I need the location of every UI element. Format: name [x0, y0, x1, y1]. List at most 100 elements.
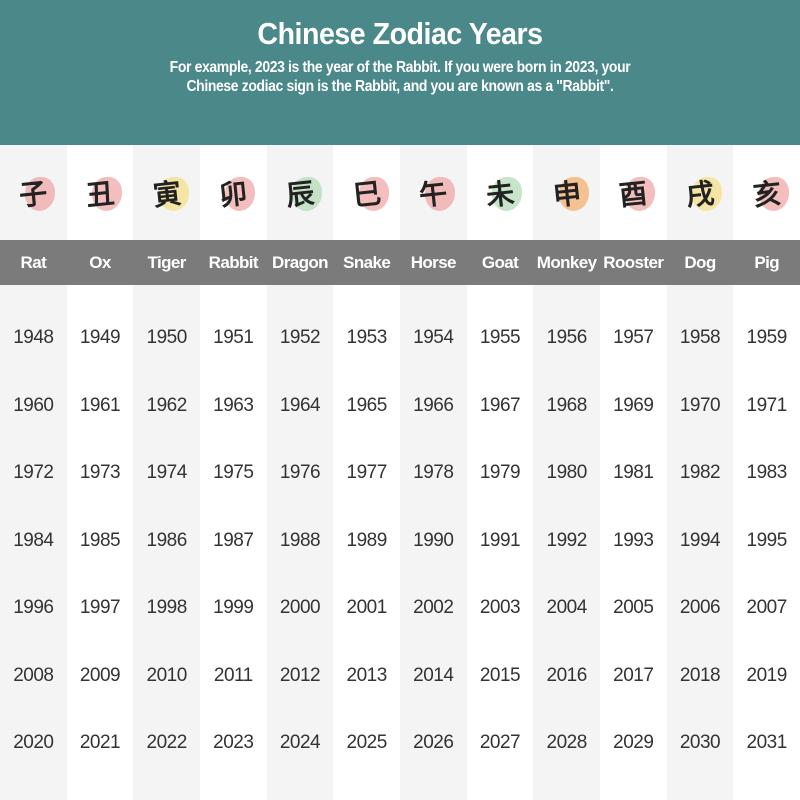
year-cell: 2005: [613, 597, 654, 618]
year-cell: 1988: [279, 529, 321, 551]
zodiac-glyph: 戌: [684, 176, 716, 212]
year-cell: 2024: [279, 732, 321, 753]
year-cell: 1948: [13, 327, 54, 348]
accent-blob: [491, 177, 522, 211]
rat-icon: 子: [0, 145, 67, 240]
year-cell: 1956: [546, 327, 588, 348]
sign-name-horse: Horse: [410, 253, 457, 272]
year-cell: 2022: [146, 732, 188, 753]
year-cell: 1957: [613, 327, 654, 348]
year-list: 1949 1961 1973 1985 1997 2009 2021: [67, 315, 134, 788]
dragon-icon: 辰: [267, 145, 334, 240]
sign-name-dragon: Dragon: [272, 253, 329, 272]
year-cell: 1975: [213, 462, 254, 483]
year-cell: 1981: [613, 462, 654, 483]
year-cell: 2010: [146, 664, 188, 686]
year-cell: 1951: [213, 327, 254, 348]
zodiac-glyph: 卯: [217, 176, 250, 212]
year-cell: 1983: [746, 462, 788, 483]
year-cell: 2016: [546, 664, 588, 686]
page-title: Chinese Zodiac Years: [257, 16, 543, 51]
year-list: 1958 1970 1982 1994 2006 2018 2030: [667, 315, 734, 788]
year-cell: 1966: [413, 394, 454, 416]
sign-name-monkey: Monkey: [536, 253, 597, 272]
year-cell: 2028: [546, 732, 588, 753]
year-cell: 2017: [613, 664, 654, 686]
accent-blob: [558, 177, 589, 211]
year-cell: 2021: [79, 732, 121, 753]
goat-icon: 未: [467, 145, 534, 240]
year-cell: 1971: [746, 394, 788, 416]
year-cell: 1963: [213, 394, 254, 416]
zodiac-glyph: 亥: [751, 176, 783, 212]
year-cell: 1974: [146, 462, 188, 483]
year-cell: 1978: [413, 462, 454, 483]
year-cell: 1985: [79, 529, 121, 551]
accent-blob: [625, 177, 656, 211]
year-cell: 1979: [479, 462, 521, 483]
accent-blob: [91, 177, 122, 211]
year-cell: 1986: [146, 529, 188, 551]
year-cell: 1961: [79, 394, 121, 416]
accent-blob: [225, 177, 256, 211]
year-cell: 1962: [146, 394, 188, 416]
year-list: 1952 1964 1976 1988 2000 2012 2024: [267, 315, 334, 788]
year-cell: 2015: [479, 664, 521, 686]
dog-icon: 戌: [667, 145, 734, 240]
sign-name-rat: Rat: [20, 253, 47, 272]
year-cell: 1990: [413, 529, 454, 551]
year-cell: 1973: [79, 462, 121, 483]
year-cell: 2019: [746, 664, 788, 686]
year-cell: 1999: [213, 597, 254, 618]
year-cell: 1960: [13, 394, 54, 416]
year-cell: 1976: [279, 462, 321, 483]
year-cell: 2026: [413, 732, 454, 753]
tiger-icon: 寅: [133, 145, 200, 240]
accent-blob: [158, 177, 189, 211]
year-cell: 2004: [546, 597, 588, 618]
year-cell: 1980: [546, 462, 588, 483]
year-list: 1948 1960 1972 1984 1996 2008 2020: [0, 315, 67, 788]
column-rabbit: 卯 1951 1963 1975 1987 1999 2011 2023: [200, 145, 267, 800]
year-cell: 1998: [146, 597, 188, 618]
year-cell: 2020: [13, 732, 54, 753]
horse-icon: 午: [400, 145, 467, 240]
zodiac-glyph: 申: [551, 176, 583, 212]
year-list: 1950 1962 1974 1986 1998 2010 2022: [133, 315, 200, 788]
year-cell: 2014: [413, 664, 454, 686]
year-cell: 2029: [613, 732, 654, 753]
sign-name-rabbit: Rabbit: [208, 253, 259, 272]
sign-name-tiger: Tiger: [147, 253, 187, 272]
year-cell: 2012: [279, 664, 321, 686]
year-cell: 1982: [679, 462, 721, 483]
year-cell: 2009: [79, 664, 121, 686]
year-cell: 1958: [679, 327, 721, 348]
year-cell: 1953: [346, 327, 388, 348]
rooster-icon: 酉: [600, 145, 667, 240]
year-cell: 1977: [346, 462, 388, 483]
year-cell: 1996: [13, 597, 54, 618]
ox-icon: 丑: [67, 145, 134, 240]
year-cell: 2002: [413, 597, 454, 618]
sign-name-dog: Dog: [684, 253, 716, 272]
zodiac-glyph: 巳: [351, 176, 383, 212]
column-pig: 亥 1959 1971 1983 1995 2007 2019 2031: [733, 145, 800, 800]
year-cell: 1968: [546, 394, 588, 416]
year-cell: 1997: [79, 597, 121, 618]
accent-blob: [758, 177, 789, 211]
column-ox: 丑 1949 1961 1973 1985 1997 2009 2021: [67, 145, 134, 800]
year-cell: 2001: [346, 597, 388, 618]
sign-name-snake: Snake: [343, 253, 391, 272]
year-cell: 2011: [213, 664, 253, 686]
year-list: 1959 1971 1983 1995 2007 2019 2031: [733, 315, 800, 788]
year-cell: 2006: [679, 597, 721, 618]
accent-blob: [358, 177, 389, 211]
column-snake: 巳 1953 1965 1977 1989 2001 2013 2025: [333, 145, 400, 800]
year-cell: 1959: [746, 327, 788, 348]
year-cell: 1965: [346, 394, 388, 416]
year-cell: 2018: [679, 664, 721, 686]
year-cell: 1991: [479, 529, 521, 551]
year-cell: 1967: [479, 394, 521, 416]
year-list: 1951 1963 1975 1987 1999 2011 2023: [200, 315, 267, 788]
sign-name-bar: Rat Ox Tiger Rabbit Dragon Snake Horse Goat Monk…: [0, 240, 800, 285]
